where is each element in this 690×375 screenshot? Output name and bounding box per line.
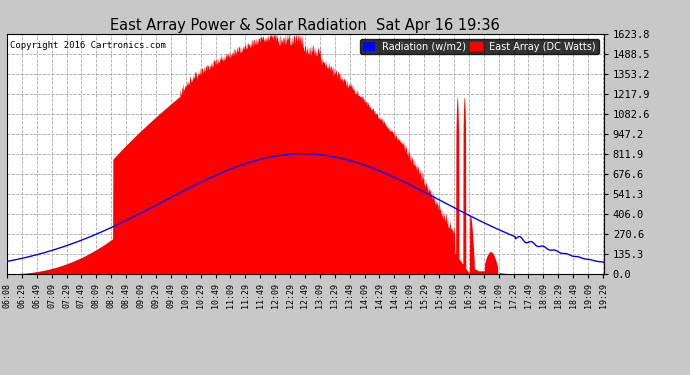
Title: East Array Power & Solar Radiation  Sat Apr 16 19:36: East Array Power & Solar Radiation Sat A…	[110, 18, 500, 33]
Legend: Radiation (w/m2), East Array (DC Watts): Radiation (w/m2), East Array (DC Watts)	[359, 39, 599, 54]
Text: Copyright 2016 Cartronics.com: Copyright 2016 Cartronics.com	[10, 41, 166, 50]
